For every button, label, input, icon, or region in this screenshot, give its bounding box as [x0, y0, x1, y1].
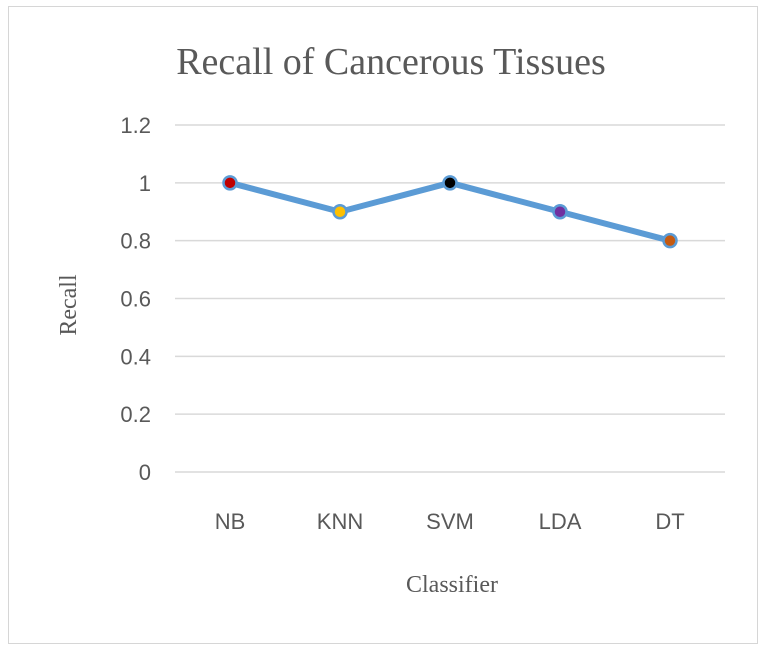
x-tick-label: DT [655, 509, 684, 534]
x-tick-label: KNN [317, 509, 363, 534]
data-point-nb [222, 175, 238, 191]
x-axis-title: Classifier [406, 572, 498, 598]
y-tick-label: 1 [139, 171, 151, 196]
x-tick-label: NB [215, 509, 246, 534]
y-tick-label: 0.2 [120, 402, 151, 427]
data-point-knn [332, 204, 348, 220]
y-tick-label: 1.2 [120, 113, 151, 138]
y-tick-label: 0.4 [120, 344, 151, 369]
recall-line-chart: Recall of Cancerous Tissues 0 0.2 0.4 0.6 0.… [56, 41, 725, 598]
series-line [227, 179, 673, 244]
y-axis-ticks: 0 0.2 0.4 0.6 0.8 1 1.2 [120, 113, 151, 485]
x-tick-label: SVM [426, 509, 474, 534]
data-point-svm [442, 175, 458, 191]
y-axis-title: Recall [56, 274, 82, 336]
y-tick-label: 0.6 [120, 287, 151, 312]
series-group [222, 175, 678, 249]
chart-title: Recall of Cancerous Tissues [176, 41, 606, 83]
x-tick-label: LDA [539, 509, 582, 534]
chart-frame: Recall of Cancerous Tissues 0 0.2 0.4 0.6 0.… [8, 6, 758, 644]
data-point-dt [662, 232, 678, 249]
y-tick-label: 0.8 [120, 229, 151, 254]
y-tick-label: 0 [139, 460, 151, 485]
x-axis-ticks: NB KNN SVM LDA DT [215, 509, 685, 534]
data-point-lda [552, 204, 568, 220]
